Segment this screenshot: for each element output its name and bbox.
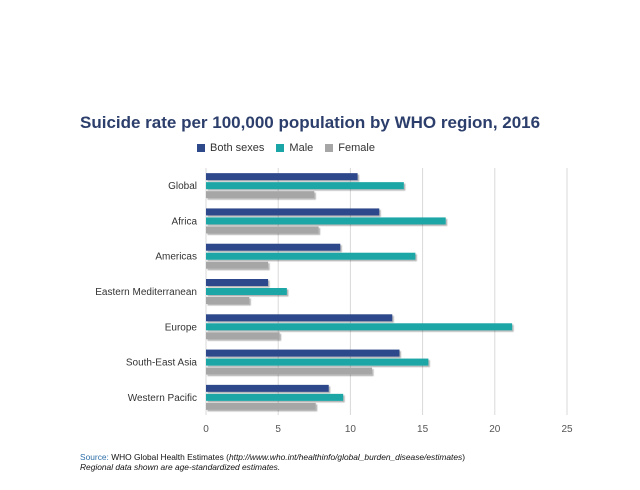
x-tick-label: 15: [417, 424, 429, 435]
bar-male: [206, 288, 287, 295]
legend-swatch-both-sexes: [197, 144, 205, 152]
legend-item-both-sexes: Both sexes: [197, 142, 264, 154]
bar-both-sexes: [206, 243, 341, 251]
x-tick-label: 0: [203, 424, 209, 435]
axis-labels: 0 5 10 15 20 25 Global Africa Americas Eastern Me…: [95, 181, 573, 435]
x-tick-label: 25: [561, 424, 573, 435]
y-category-label: Eastern Mediterranean: [95, 287, 197, 298]
bar-male: [206, 358, 429, 366]
bar-male: [206, 393, 344, 401]
bar-both-sexes: [206, 279, 269, 286]
bar-both-sexes: [206, 173, 358, 181]
x-tick-label: 20: [489, 424, 501, 435]
bar-female: [206, 191, 315, 199]
y-category-label: Africa: [171, 216, 197, 227]
bar-both-sexes: [206, 314, 393, 322]
bar-male: [206, 182, 404, 190]
bar-male: [206, 252, 416, 260]
source-text: WHO Global Health Estimates (: [108, 452, 229, 462]
source-url: http://www.who.int/healthinfo/global_bur…: [228, 452, 463, 462]
legend-label-both-sexes: Both sexes: [210, 142, 265, 154]
bar-female: [206, 226, 319, 234]
bar-both-sexes: [206, 208, 380, 216]
legend-swatch-female: [325, 144, 334, 152]
legend-item-female: Female: [325, 142, 375, 154]
footnote: Regional data shown are age-standardized…: [80, 462, 281, 472]
source-label: Source:: [80, 452, 109, 462]
bar-female: [206, 402, 316, 410]
bar-male: [206, 323, 513, 331]
chart-legend: Both sexes Male Female: [197, 142, 375, 154]
legend-item-male: Male: [276, 142, 313, 154]
bar-female: [206, 332, 280, 340]
legend-label-female: Female: [338, 142, 375, 154]
y-category-label: Americas: [155, 252, 197, 263]
x-tick-label: 5: [275, 424, 281, 435]
bar-female: [206, 261, 269, 269]
bar-female: [206, 367, 373, 375]
source-close: ): [462, 452, 465, 462]
legend-swatch-male: [276, 144, 285, 152]
bars: [206, 173, 513, 410]
x-tick-label: 10: [345, 424, 357, 435]
bar-both-sexes: [206, 384, 329, 392]
y-category-label: Global: [168, 181, 197, 192]
y-category-label: South-East Asia: [126, 358, 198, 369]
legend-label-male: Male: [289, 142, 314, 154]
bar-male: [206, 217, 446, 225]
bar-both-sexes: [206, 349, 400, 357]
chart-title: Suicide rate per 100,000 population by W…: [80, 113, 541, 132]
source-note: Source: WHO Global Health Estimates (htt…: [80, 452, 465, 462]
y-category-label: Western Pacific: [128, 393, 197, 404]
bar-female: [206, 297, 250, 304]
y-category-label: Europe: [165, 322, 198, 333]
